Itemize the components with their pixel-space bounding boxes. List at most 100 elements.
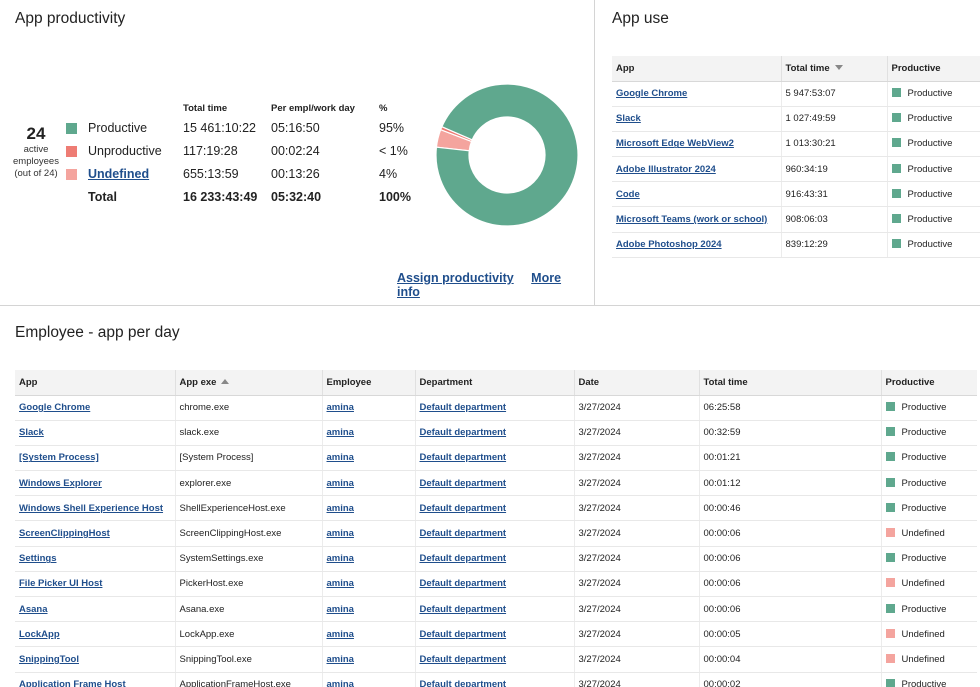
app-link[interactable]: Windows Explorer [19,477,102,489]
status-label: Productive [901,553,947,565]
employee-link[interactable]: amina [326,427,354,439]
department-link[interactable]: Default department [419,603,507,615]
app-link[interactable]: Code [616,188,640,200]
app-use-row: Code 916:43:31 Productive [612,181,980,208]
app-link[interactable]: SnippingTool [19,653,79,665]
total-time-cell: 00:00:05 [699,621,882,648]
employee-link[interactable]: amina [326,653,354,665]
department-link[interactable]: Default department [419,653,507,665]
employee-link[interactable]: amina [326,628,354,640]
app-total-time: 1 027:49:59 [781,106,888,132]
column-date[interactable]: Date [574,370,700,396]
sort-ascending-icon [221,378,230,384]
app-link[interactable]: Slack [19,427,44,439]
column-total-time[interactable]: Total time [699,370,882,396]
status-label: Productive [901,452,947,464]
status-label: Productive [901,603,947,615]
department-link[interactable]: Default department [419,528,507,540]
employee-link[interactable]: amina [326,477,354,489]
status-swatch [891,239,901,249]
total-time-cell: 06:25:58 [699,395,882,421]
app-productivity-panel: App productivity 24 active employees (ou… [0,0,595,305]
department-link[interactable]: Default department [419,402,507,414]
app-link[interactable]: Adobe Illustrator 2024 [616,163,716,175]
employee-app-per-day-panel: Employee - app per day App App exe Emplo… [0,306,980,687]
undefined-link[interactable]: Undefined [88,166,150,181]
employee-app-row: ScreenClippingHost ScreenClippingHost.exe… [15,520,977,547]
date-cell: 3/27/2024 [574,445,700,472]
app-link[interactable]: Application Frame Host [19,679,126,687]
employee-link[interactable]: amina [326,452,354,464]
summary-total: 655:13:59 [183,166,239,181]
column-total-time[interactable]: Total time [781,56,888,82]
app-link[interactable]: [System Process] [19,452,99,464]
total-time-cell: 00:00:06 [699,520,882,547]
status-swatch [891,214,901,224]
app-exe: slack.exe [175,420,323,446]
status-swatch [885,553,895,563]
summary-row-productive: Productive 15 461:10:22 05:16:50 95% [66,116,429,139]
app-link[interactable]: Google Chrome [616,88,688,100]
summary-row-total: Total 16 233:43:49 05:32:40 100% [66,185,429,208]
column-department[interactable]: Department [415,370,575,396]
column-productive[interactable]: Productive [887,56,980,82]
employee-app-row: Slack slack.exe amina Default department 3/2… [15,420,977,446]
app-link[interactable]: Microsoft Teams (work or school) [616,214,768,226]
app-link[interactable]: Settings [19,553,57,565]
app-link[interactable]: Microsoft Edge WebView2 [616,138,734,150]
productivity-summary-table: Total time Per empl/work day % Productiv… [66,100,429,208]
app-exe: ApplicationFrameHost.exe [175,672,323,687]
assign-productivity-link[interactable]: Assign productivity [397,271,514,285]
more-info-link[interactable]: More info [397,271,562,299]
employee-link[interactable]: amina [326,502,354,514]
employee-app-row: [System Process] [System Process] amina Def… [15,445,977,472]
department-link[interactable]: Default department [419,477,507,489]
summary-label: Productive [88,120,148,135]
app-link[interactable]: Google Chrome [19,402,91,414]
status-swatch [891,88,901,98]
department-link[interactable]: Default department [419,628,507,640]
employee-link[interactable]: amina [326,603,354,615]
summary-row-unproductive: Unproductive 117:19:28 00:02:24 < 1% [66,139,429,162]
status-swatch [885,427,895,437]
employee-link[interactable]: amina [326,528,354,540]
app-link[interactable]: Windows Shell Experience Host [19,502,164,514]
department-link[interactable]: Default department [419,553,507,565]
employee-app-row: File Picker UI Host PickerHost.exe amina De… [15,571,977,598]
active-label: active [23,144,49,155]
employee-app-row: LockApp LockApp.exe amina Default departmen… [15,621,977,648]
date-cell: 3/27/2024 [574,596,700,623]
app-exe: chrome.exe [175,395,323,421]
column-app[interactable]: App [15,370,176,396]
column-productive[interactable]: Productive [881,370,977,396]
employees-label: employees [13,156,59,167]
app-link[interactable]: Adobe Photoshop 2024 [616,239,722,251]
employee-link[interactable]: amina [326,553,354,565]
employee-app-row: Settings SystemSettings.exe amina Default d… [15,546,977,572]
status-swatch [891,113,901,123]
department-link[interactable]: Default department [419,679,507,687]
header-per-empl: Per empl/work day [271,102,355,114]
app-exe: LockApp.exe [175,621,323,648]
summary-percent: 95% [379,120,405,135]
active-employees-summary: 24 active employees (out of 24) [10,124,62,180]
productive-swatch [66,122,77,134]
sort-descending-icon [834,64,843,70]
app-link[interactable]: Asana [19,603,48,615]
employee-link[interactable]: amina [326,402,354,414]
department-link[interactable]: Default department [419,427,507,439]
department-link[interactable]: Default department [419,502,507,514]
app-exe: ShellExperienceHost.exe [175,495,323,522]
employee-link[interactable]: amina [326,578,354,590]
column-app[interactable]: App [612,56,782,82]
app-link[interactable]: ScreenClippingHost [19,528,110,540]
app-link[interactable]: File Picker UI Host [19,578,103,590]
department-link[interactable]: Default department [419,452,507,464]
productivity-links: Assign productivity More info [397,271,594,299]
app-link[interactable]: LockApp [19,628,60,640]
column-app-exe[interactable]: App exe [175,370,323,396]
column-employee[interactable]: Employee [322,370,416,396]
app-link[interactable]: Slack [616,113,641,125]
department-link[interactable]: Default department [419,578,507,590]
employee-link[interactable]: amina [326,679,354,687]
